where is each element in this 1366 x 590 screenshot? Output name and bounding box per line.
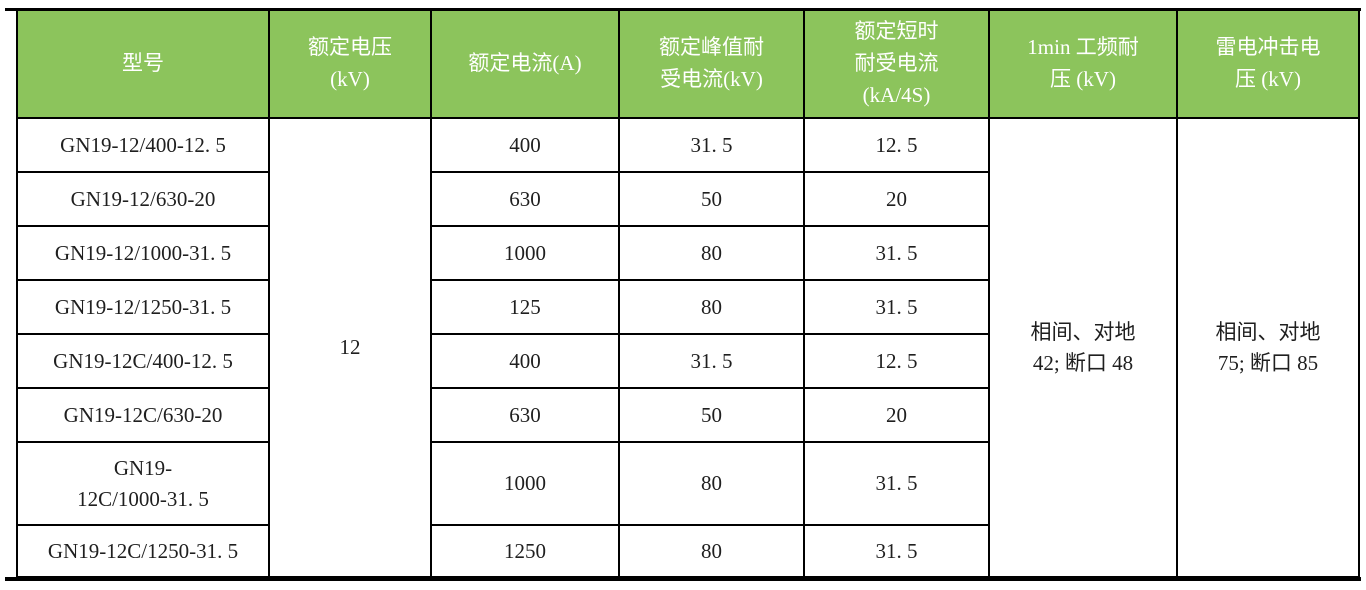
rated-current-cell: 400 xyxy=(430,117,620,173)
peak-withstand-cell: 31. 5 xyxy=(618,117,805,173)
rated-current-cell: 630 xyxy=(430,387,620,443)
short-withstand-cell: 31. 5 xyxy=(803,279,990,335)
short-withstand-cell: 31. 5 xyxy=(803,524,990,578)
table-row: GN19-12C/1250-31. 5 1250 80 31. 5 xyxy=(16,524,1359,578)
rated-current-cell: 1250 xyxy=(430,524,620,578)
peak-withstand-cell: 80 xyxy=(618,524,805,578)
header-rated-voltage: 额定电压 (kV) xyxy=(268,9,432,119)
header-rated-current: 额定电流(A) xyxy=(430,9,620,119)
model-cell: GN19-12C/1250-31. 5 xyxy=(16,524,270,578)
short-withstand-cell: 12. 5 xyxy=(803,333,990,389)
table-row: GN19-12/1000-31. 5 1000 80 31. 5 xyxy=(16,225,1359,281)
table-row: GN19-12/630-20 630 50 20 xyxy=(16,171,1359,227)
model-cell: GN19-12/630-20 xyxy=(16,171,270,227)
short-withstand-cell: 31. 5 xyxy=(803,225,990,281)
bottom-rule xyxy=(5,577,1361,581)
header-lightning-impulse: 雷电冲击电 压 (kV) xyxy=(1176,9,1360,119)
model-cell: GN19-12/1250-31. 5 xyxy=(16,279,270,335)
peak-withstand-cell: 31. 5 xyxy=(618,333,805,389)
peak-withstand-cell: 50 xyxy=(618,171,805,227)
header-peak-withstand: 额定峰值耐 受电流(kV) xyxy=(618,9,805,119)
short-withstand-cell: 12. 5 xyxy=(803,117,990,173)
peak-withstand-cell: 80 xyxy=(618,441,805,526)
peak-withstand-cell: 80 xyxy=(618,279,805,335)
model-cell: GN19-12C/630-20 xyxy=(16,387,270,443)
short-withstand-cell: 20 xyxy=(803,387,990,443)
short-withstand-cell: 31. 5 xyxy=(803,441,990,526)
power-frequency-merged-cell: 相间、对地 42; 断口 48 xyxy=(988,117,1178,578)
rated-current-cell: 1000 xyxy=(430,441,620,526)
rated-voltage-merged-cell: 12 xyxy=(268,117,432,578)
lightning-impulse-merged-cell: 相间、对地 75; 断口 85 xyxy=(1176,117,1360,578)
model-cell: GN19-12/1000-31. 5 xyxy=(16,225,270,281)
peak-withstand-cell: 50 xyxy=(618,387,805,443)
model-cell: GN19-12C/400-12. 5 xyxy=(16,333,270,389)
peak-withstand-cell: 80 xyxy=(618,225,805,281)
header-power-frequency: 1min 工频耐 压 (kV) xyxy=(988,9,1178,119)
model-cell: GN19- 12C/1000-31. 5 xyxy=(16,441,270,526)
spec-table: 型号 额定电压 (kV) 额定电流(A) 额定峰值耐 受电流(kV) 额定短时 … xyxy=(16,9,1360,578)
table-row: GN19-12C/400-12. 5 400 31. 5 12. 5 xyxy=(16,333,1359,389)
rated-current-cell: 400 xyxy=(430,333,620,389)
table-row: GN19-12C/630-20 630 50 20 xyxy=(16,387,1359,443)
rated-current-cell: 1000 xyxy=(430,225,620,281)
model-cell: GN19-12/400-12. 5 xyxy=(16,117,270,173)
table-row: GN19-12/1250-31. 5 125 80 31. 5 xyxy=(16,279,1359,335)
table-row: GN19- 12C/1000-31. 5 1000 80 31. 5 xyxy=(16,441,1359,526)
header-model: 型号 xyxy=(16,9,270,119)
table-row: GN19-12/400-12. 5 12 400 31. 5 12. 5 相间、… xyxy=(16,117,1360,578)
rated-current-cell: 125 xyxy=(430,279,620,335)
header-short-withstand: 额定短时 耐受电流 (kA/4S) xyxy=(803,9,990,119)
rated-current-cell: 630 xyxy=(430,171,620,227)
short-withstand-cell: 20 xyxy=(803,171,990,227)
header-row: 型号 额定电压 (kV) 额定电流(A) 额定峰值耐 受电流(kV) 额定短时 … xyxy=(16,9,1360,119)
